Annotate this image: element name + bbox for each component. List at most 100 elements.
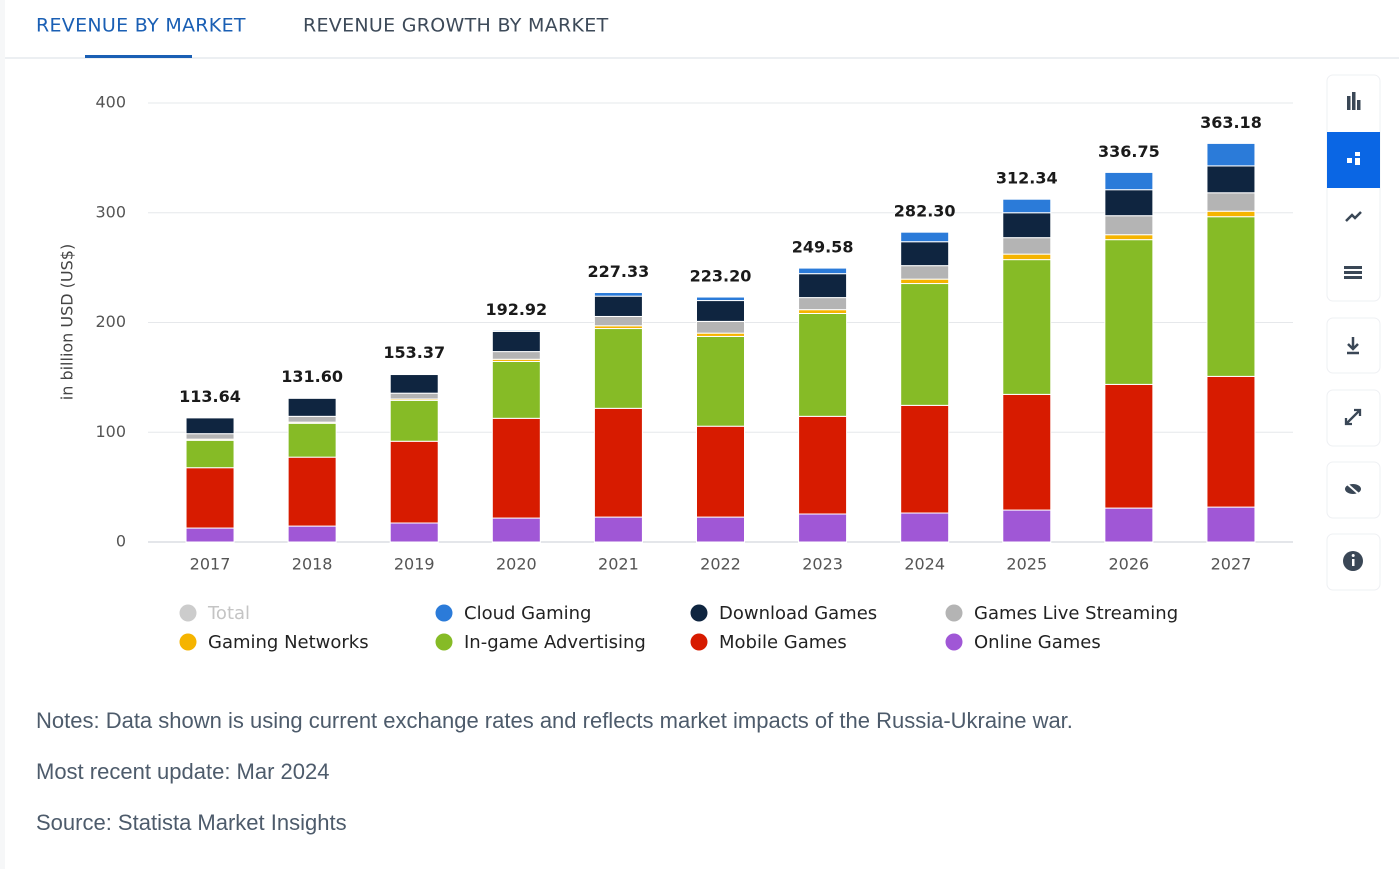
bar-segment — [186, 440, 234, 467]
bar-segment — [901, 513, 949, 542]
update: Most recent update: Mar 2024 — [36, 759, 330, 784]
bar-segment — [697, 336, 745, 426]
bar-segment — [390, 393, 438, 399]
legend-label: Games Live Streaming — [974, 603, 1178, 624]
x-tick-label: 2018 — [292, 555, 333, 574]
bar-segment — [492, 518, 540, 542]
x-tick-label: 2022 — [700, 555, 741, 574]
bar-segment — [1207, 211, 1255, 216]
bar-segment — [901, 279, 949, 283]
total-label: 312.34 — [996, 169, 1058, 188]
bar-segment — [1003, 254, 1051, 259]
bar-segment — [901, 405, 949, 513]
legend-marker — [946, 605, 963, 622]
legend-label: Online Games — [974, 632, 1101, 653]
note: Notes: Data shown is using current excha… — [36, 708, 1073, 733]
bar-segment — [390, 375, 438, 394]
legend-label: Total — [207, 603, 250, 624]
bar-segment — [288, 398, 336, 399]
x-tick-label: 2020 — [496, 555, 537, 574]
stacked-button-active[interactable] — [1327, 132, 1380, 188]
total-label: 282.30 — [894, 202, 956, 221]
bar-segment — [901, 266, 949, 279]
bar-segment — [1105, 235, 1153, 240]
x-tick-label: 2023 — [802, 555, 843, 574]
tab[interactable]: REVENUE GROWTH BY MARKET — [303, 15, 609, 37]
total-label: 227.33 — [588, 262, 650, 281]
bar-segment — [901, 232, 949, 242]
legend-marker — [180, 605, 197, 622]
bar-segment — [1003, 260, 1051, 395]
bar-segment — [697, 297, 745, 301]
bar-segment — [492, 330, 540, 331]
legend-marker — [436, 634, 453, 651]
legend-marker — [436, 605, 453, 622]
bar-segment — [697, 301, 745, 322]
info-dot — [1352, 554, 1355, 557]
total-label: 153.37 — [383, 343, 445, 362]
toolbar — [1327, 75, 1380, 590]
legend-label: Download Games — [719, 603, 877, 624]
bar-segment — [492, 418, 540, 518]
bar-segment — [594, 293, 642, 297]
bar-segment — [1207, 143, 1255, 165]
bar-segment — [901, 242, 949, 266]
legend-label: Mobile Games — [719, 632, 847, 653]
legend-label: Gaming Networks — [208, 632, 369, 653]
bar-segment — [1003, 394, 1051, 510]
tab-underline — [85, 55, 192, 58]
y-tick-label: 400 — [95, 93, 126, 112]
x-tick-label: 2024 — [904, 555, 945, 574]
legend-item[interactable]: Gaming Networks — [180, 632, 369, 653]
bar-segment — [1105, 172, 1153, 189]
bar-segment — [390, 400, 438, 441]
bar-segment — [186, 434, 234, 439]
x-tick-label: 2025 — [1006, 555, 1047, 574]
total-label: 223.20 — [690, 267, 752, 286]
bar-segment — [901, 284, 949, 406]
legend-item[interactable]: Total — [180, 603, 251, 624]
legend-item[interactable]: In-game Advertising — [436, 632, 646, 653]
bar-segment — [288, 423, 336, 457]
bar-segment — [1207, 507, 1255, 542]
total-label: 249.58 — [792, 238, 854, 257]
bar-segment — [390, 523, 438, 542]
tab-active[interactable]: REVENUE BY MARKET — [36, 15, 246, 37]
bar-segment — [1003, 510, 1051, 542]
y-tick-label: 200 — [95, 312, 126, 331]
bar-segment — [1003, 213, 1051, 238]
y-tick-label: 300 — [95, 202, 126, 221]
table-button[interactable] — [1344, 266, 1362, 279]
x-tick-label: 2017 — [190, 555, 231, 574]
bar-segment — [1207, 217, 1255, 377]
source: Source: Statista Market Insights — [36, 810, 347, 835]
bar-segment — [697, 321, 745, 333]
bar-segment — [1207, 193, 1255, 211]
bar-segment — [390, 441, 438, 523]
legend-item[interactable]: Download Games — [691, 603, 878, 624]
bar-segment — [492, 331, 540, 351]
legend-item[interactable]: Games Live Streaming — [946, 603, 1179, 624]
bar-segment — [799, 514, 847, 542]
legend-marker — [691, 605, 708, 622]
bar-segment — [1003, 199, 1051, 213]
bar-segment — [799, 314, 847, 417]
bar-segment — [697, 426, 745, 517]
legend-marker — [946, 634, 963, 651]
bar-segment — [594, 408, 642, 517]
legend-label: In-game Advertising — [464, 632, 646, 653]
bar-segment — [799, 416, 847, 514]
bar-segment — [288, 526, 336, 542]
bar-segment — [186, 418, 234, 434]
y-axis-title: in billion USD (US$) — [58, 244, 77, 400]
info-stem — [1352, 559, 1355, 566]
bar-segment — [288, 457, 336, 526]
bar-segment — [1003, 238, 1051, 254]
total-label: 131.60 — [281, 367, 343, 386]
total-label: 113.64 — [179, 387, 241, 406]
bar-segment — [186, 528, 234, 542]
legend-marker — [691, 634, 708, 651]
bar-segment — [1207, 166, 1255, 193]
